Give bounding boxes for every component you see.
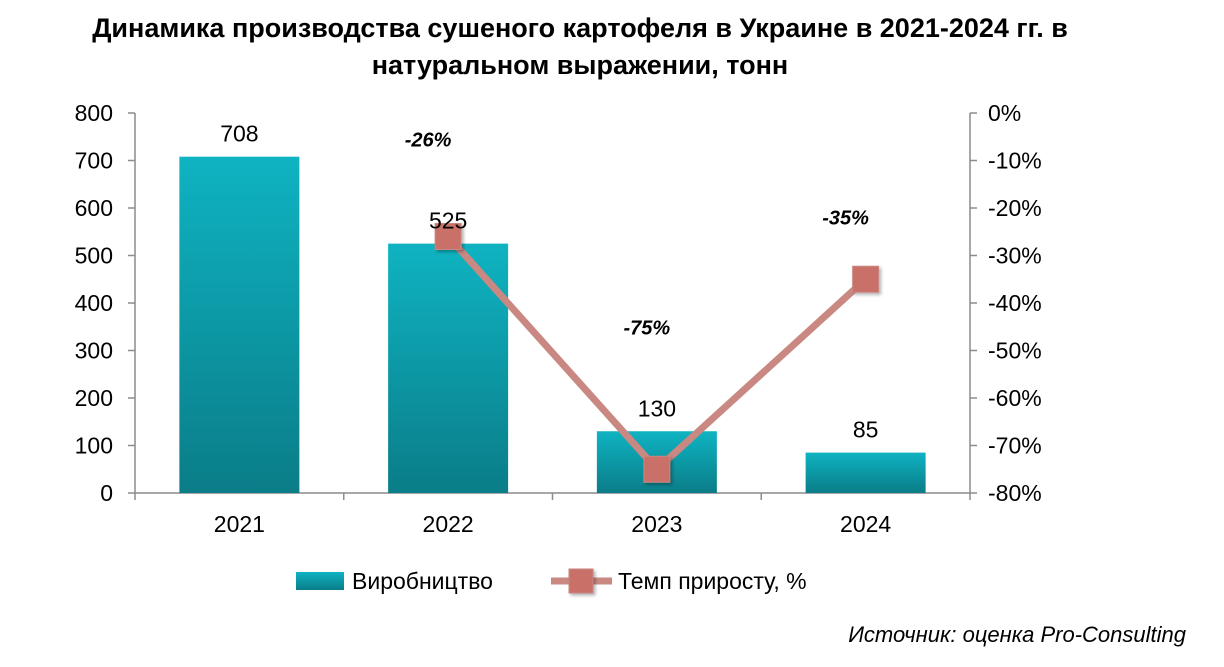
y-left-tick-label: 0 — [100, 480, 113, 506]
bar-data-label: 708 — [220, 121, 258, 147]
chart-title-line-2: натуральном выражении, тонн — [371, 50, 789, 80]
y-left-tick-label: 700 — [75, 148, 113, 174]
bar — [805, 452, 926, 493]
y-right-tick-label: -40% — [988, 290, 1042, 316]
y-left-tick-label: 500 — [75, 243, 113, 269]
growth-marker — [852, 265, 880, 293]
bar — [179, 156, 300, 493]
chart-title-line-1: Динамика производства сушеного картофеля… — [92, 13, 1068, 43]
bar-data-label: 85 — [853, 417, 879, 443]
y-right-tick-label: -80% — [988, 480, 1042, 506]
y-right-tick-label: -20% — [988, 195, 1042, 221]
y-right-tick-label: -50% — [988, 338, 1042, 364]
y-right-tick-label: -30% — [988, 243, 1042, 269]
y-left-tick-label: 300 — [75, 338, 113, 364]
y-left-tick-label: 600 — [75, 195, 113, 221]
x-tick-label: 2021 — [214, 511, 265, 537]
source-note: Источник: оценка Pro-Consulting — [848, 622, 1186, 647]
growth-marker — [434, 223, 462, 250]
bar-data-label: 130 — [638, 395, 676, 421]
x-tick-label: 2022 — [423, 511, 474, 537]
y-left-tick-label: 400 — [75, 290, 113, 316]
growth-data-label: -26% — [405, 130, 452, 152]
x-tick-label: 2024 — [840, 511, 891, 537]
y-left-tick-label: 800 — [75, 100, 113, 126]
y-right-tick-label: -10% — [988, 148, 1042, 174]
y-left-tick-label: 100 — [75, 433, 113, 459]
growth-data-label: -35% — [822, 207, 869, 229]
x-tick-label: 2023 — [631, 511, 682, 537]
growth-data-label: -75% — [624, 317, 671, 339]
legend-swatch-production — [296, 572, 344, 590]
chart-title: Динамика производства сушеного картофеля… — [0, 10, 1160, 84]
y-right-tick-label: 0% — [988, 100, 1021, 126]
legend-label-growth: Темп приросту, % — [618, 568, 807, 594]
y-right-tick-label: -70% — [988, 433, 1042, 459]
bar-data-label: 525 — [429, 208, 467, 234]
y-left-tick-label: 200 — [75, 385, 113, 411]
legend-swatch-growth-marker — [568, 568, 594, 594]
legend-label-production: Виробництво — [352, 568, 493, 594]
growth-marker — [643, 455, 671, 483]
y-right-tick-label: -60% — [988, 385, 1042, 411]
